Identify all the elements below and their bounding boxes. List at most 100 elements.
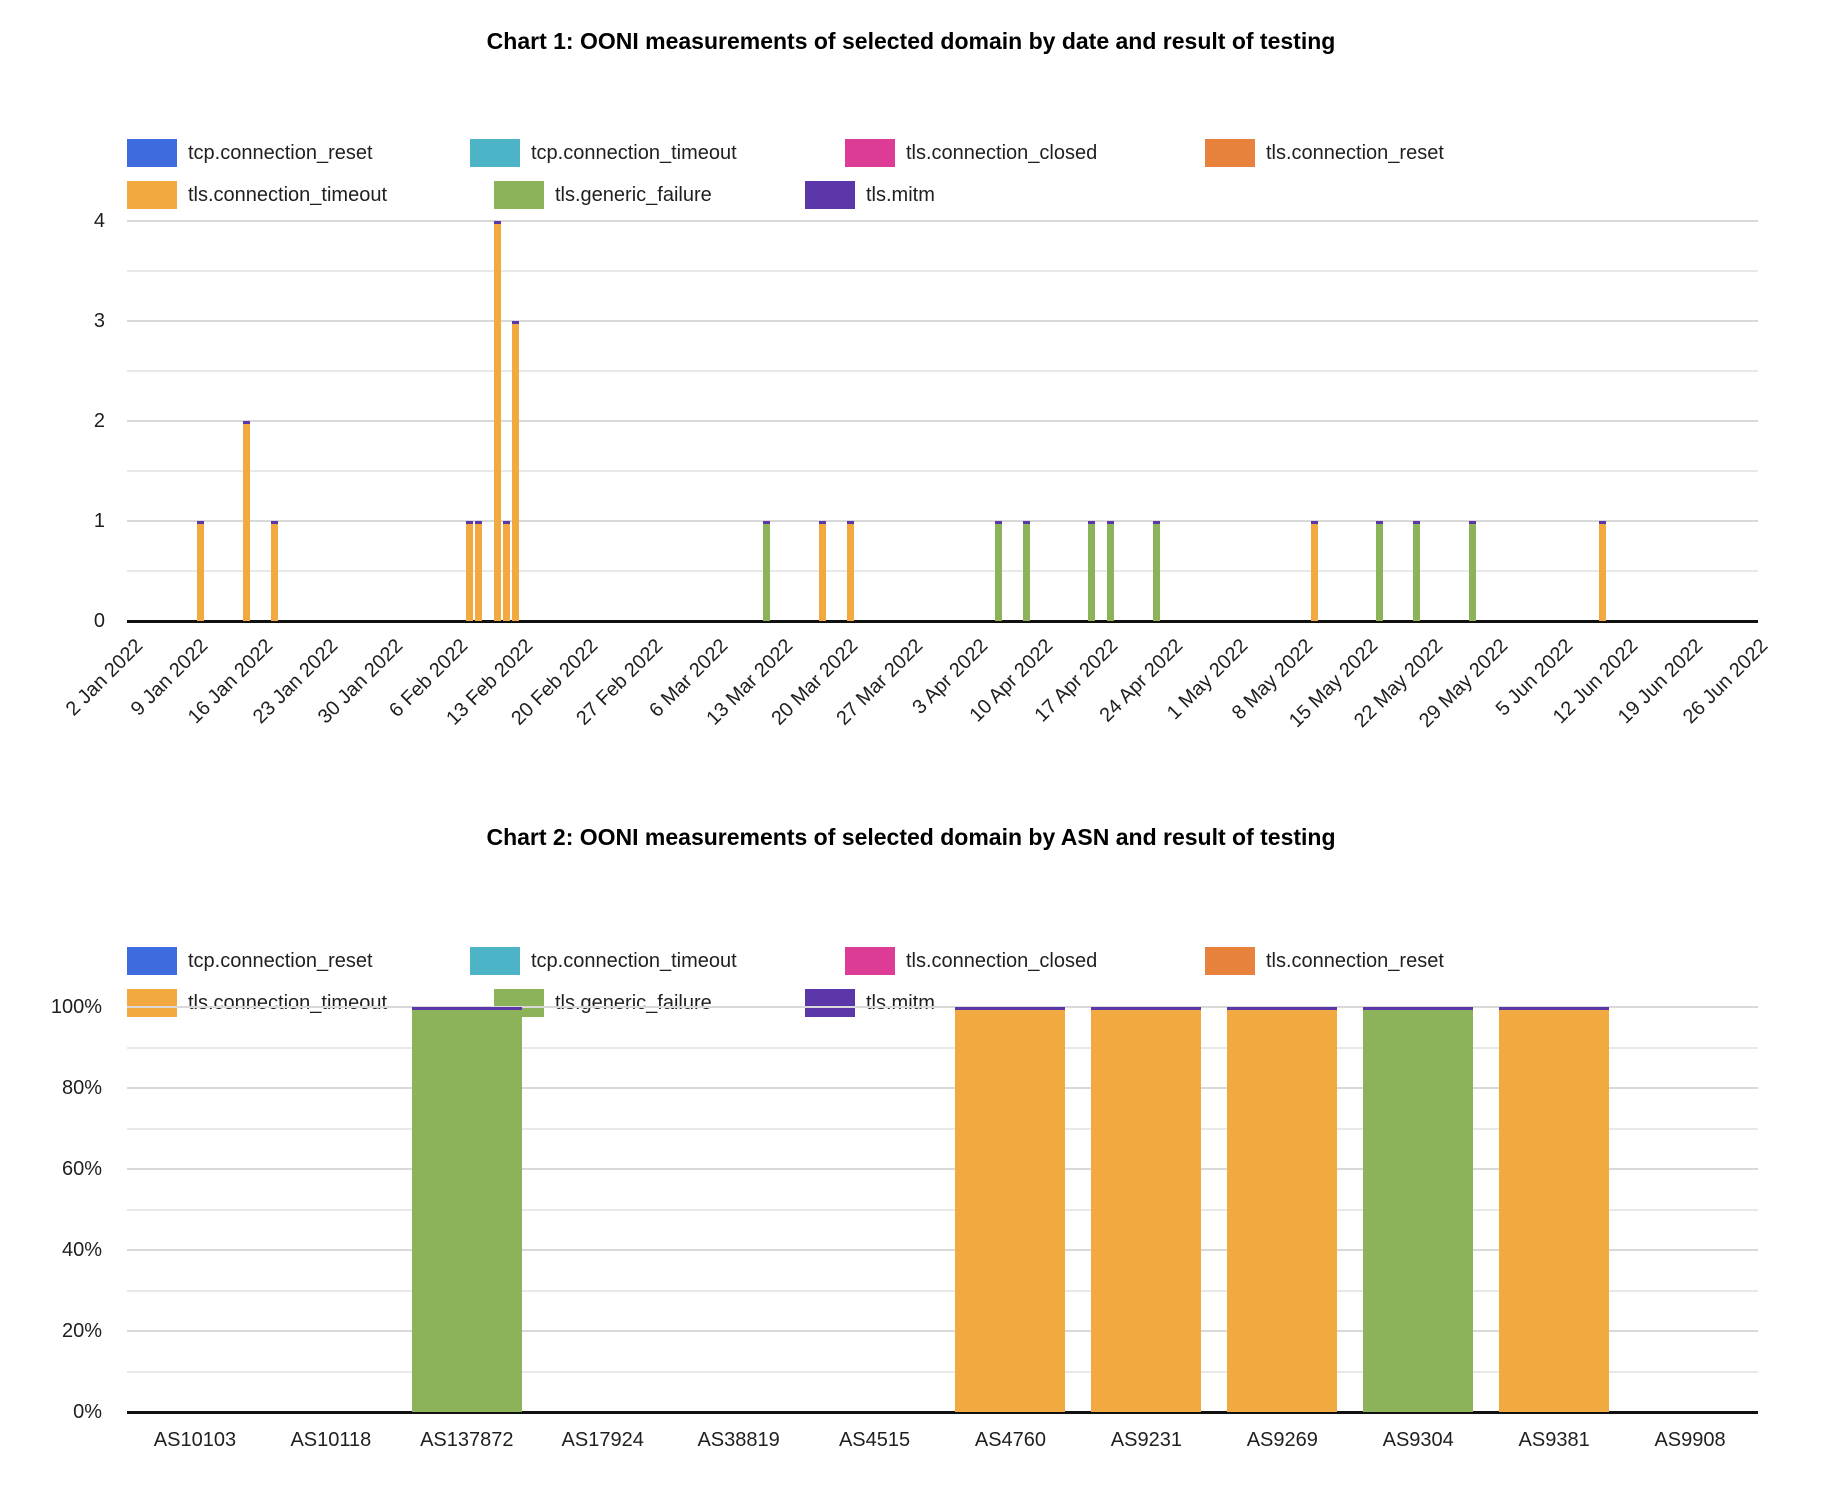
gridline-minor — [127, 370, 1758, 372]
gridline-minor — [127, 1289, 1758, 1292]
y-tick-label: 80% — [61, 1077, 102, 1099]
bar-mitm-cap — [955, 1007, 1066, 1010]
gridline-minor — [127, 570, 1758, 572]
bar-17-Mar-2022[interactable] — [818, 521, 826, 621]
bar-AS4760[interactable] — [955, 1007, 1066, 1412]
y-tick-label: 60% — [61, 1158, 102, 1180]
bar-17-Apr-2022[interactable] — [1106, 521, 1114, 621]
bar-mitm-cap — [502, 521, 510, 524]
legend-swatch-tcp.connection_reset — [127, 947, 177, 975]
x-axis-baseline — [127, 620, 1758, 623]
gridline-major — [127, 1330, 1758, 1332]
y-tick-label: 20% — [61, 1320, 102, 1342]
bar-AS9231[interactable] — [1091, 1007, 1202, 1412]
bar-AS9381[interactable] — [1499, 1007, 1610, 1412]
bar-mitm-cap — [1310, 521, 1318, 524]
gridline-major — [127, 420, 1758, 422]
bar-mitm-cap — [512, 321, 520, 324]
bar-mitm-cap — [818, 521, 826, 524]
bar-15-Apr-2022[interactable] — [1087, 521, 1095, 621]
x-tick-label: AS9269 — [1246, 1429, 1318, 1451]
bar-11-Feb-2022[interactable] — [502, 521, 510, 621]
bar-17-Jan-2022[interactable] — [270, 521, 278, 621]
legend-swatch-tls.connection_closed — [845, 139, 895, 167]
bar-8-Apr-2022[interactable] — [1022, 521, 1030, 621]
bar-mitm-cap — [1087, 521, 1095, 524]
legend-item-tcp.connection_reset: tcp.connection_reset — [127, 139, 373, 167]
bar-AS9304[interactable] — [1363, 1007, 1474, 1412]
bar-mitm-cap — [1375, 521, 1383, 524]
bar-mitm-cap — [1227, 1007, 1338, 1010]
gridline-major — [127, 1168, 1758, 1170]
bar-AS137872[interactable] — [411, 1007, 522, 1412]
legend-label-tls.generic_failure: tls.generic_failure — [555, 991, 712, 1014]
bar-14-Jan-2022[interactable] — [242, 421, 250, 621]
y-tick-label: 2 — [93, 410, 105, 432]
legend-swatch-tls.connection_timeout — [127, 181, 177, 209]
legend-label-tls.connection_reset: tls.connection_reset — [1266, 141, 1444, 164]
legend-item-tcp.connection_timeout: tcp.connection_timeout — [470, 947, 737, 975]
y-tick-label: 0 — [93, 610, 105, 632]
bar-5-Apr-2022[interactable] — [995, 521, 1003, 621]
bar-mitm-cap — [1022, 521, 1030, 524]
legend-label-tcp.connection_reset: tcp.connection_reset — [188, 141, 373, 164]
bar-mitm-cap — [1499, 1007, 1610, 1010]
gridline-minor — [127, 1208, 1758, 1211]
bar-26-May-2022[interactable] — [1468, 521, 1476, 621]
bar-9-Jan-2022[interactable] — [196, 521, 204, 621]
y-tick-label: 1 — [93, 510, 105, 532]
bar-7-Feb-2022[interactable] — [465, 521, 473, 621]
bar-11-Mar-2022[interactable] — [762, 521, 770, 621]
bar-mitm-cap — [1363, 1007, 1474, 1010]
bar-mitm-cap — [196, 521, 204, 524]
legend-label-tcp.connection_timeout: tcp.connection_timeout — [531, 949, 737, 972]
gridline-minor — [127, 1370, 1758, 1373]
bar-8-Feb-2022[interactable] — [475, 521, 483, 621]
bar-16-May-2022[interactable] — [1375, 521, 1383, 621]
legend-item-tls.connection_reset: tls.connection_reset — [1205, 947, 1444, 975]
bar-mitm-cap — [995, 521, 1003, 524]
y-tick-label: 4 — [93, 210, 105, 232]
bar-mitm-cap — [1598, 521, 1606, 524]
legend-swatch-tls.connection_reset — [1205, 947, 1255, 975]
bar-9-May-2022[interactable] — [1310, 521, 1318, 621]
gridline-major — [127, 220, 1758, 222]
legend-label-tls.generic_failure: tls.generic_failure — [555, 183, 712, 206]
bar-mitm-cap — [270, 521, 278, 524]
bar-mitm-cap — [465, 521, 473, 524]
legend-swatch-tls.mitm — [805, 989, 855, 1017]
bar-10-Feb-2022[interactable] — [493, 221, 501, 621]
x-tick-label: AS10118 — [290, 1429, 372, 1451]
y-tick-label: 0% — [73, 1401, 102, 1423]
legend-item-tls.connection_closed: tls.connection_closed — [845, 947, 1097, 975]
bar-20-May-2022[interactable] — [1412, 521, 1420, 621]
bar-mitm-cap — [1152, 521, 1160, 524]
x-tick-label: AS137872 — [420, 1429, 514, 1451]
bar-mitm-cap — [493, 221, 501, 224]
x-tick-label: AS17924 — [561, 1429, 644, 1451]
legend-item-tcp.connection_reset: tcp.connection_reset — [127, 947, 373, 975]
legend-swatch-tcp.connection_reset — [127, 139, 177, 167]
legend-label-tcp.connection_timeout: tcp.connection_timeout — [531, 141, 737, 164]
bar-mitm-cap — [762, 521, 770, 524]
bar-AS9269[interactable] — [1227, 1007, 1338, 1412]
legend-item-tls.generic_failure: tls.generic_failure — [494, 181, 712, 209]
legend-swatch-tls.connection_timeout — [127, 989, 177, 1017]
legend-label-tls.connection_reset: tls.connection_reset — [1266, 949, 1444, 972]
legend-label-tls.connection_timeout: tls.connection_timeout — [188, 991, 388, 1014]
bar-mitm-cap — [475, 521, 483, 524]
legend-item-tls.connection_closed: tls.connection_closed — [845, 139, 1097, 167]
bar-9-Jun-2022[interactable] — [1598, 521, 1606, 621]
bar-20-Mar-2022[interactable] — [846, 521, 854, 621]
legend-item-tcp.connection_timeout: tcp.connection_timeout — [470, 139, 737, 167]
x-tick-label: AS4515 — [838, 1429, 911, 1451]
legend-item-tls.mitm: tls.mitm — [805, 181, 935, 209]
bar-22-Apr-2022[interactable] — [1152, 521, 1160, 621]
x-tick-label: AS9381 — [1518, 1429, 1590, 1451]
gridline-minor — [127, 1046, 1758, 1049]
x-tick-label: AS9908 — [1654, 1429, 1726, 1451]
legend-label-tls.connection_closed: tls.connection_closed — [906, 141, 1098, 164]
bar-mitm-cap — [411, 1007, 522, 1010]
bar-12-Feb-2022[interactable] — [512, 321, 520, 621]
